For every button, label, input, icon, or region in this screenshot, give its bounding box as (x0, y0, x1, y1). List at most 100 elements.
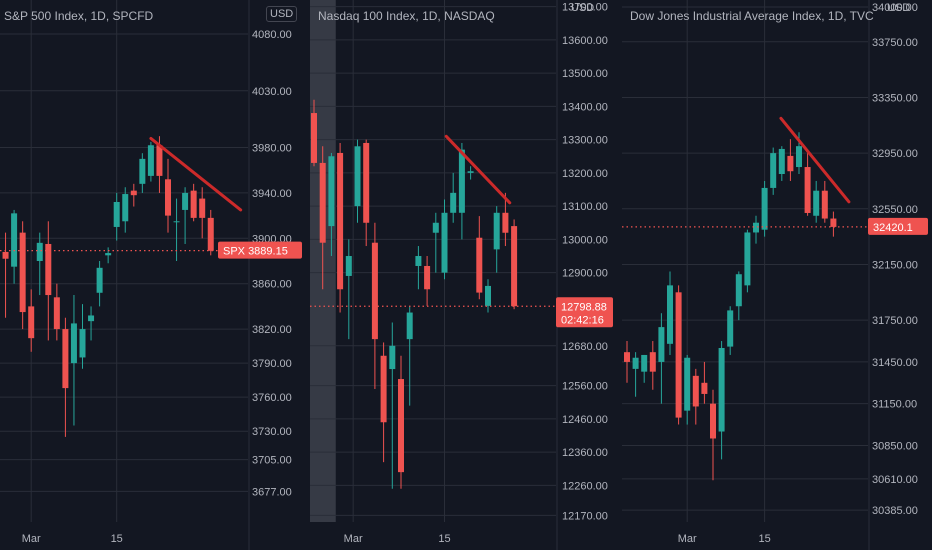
dji-chart-svg[interactable]: 30385.00 30610.00 30850.00 31150.00 31450.00… (622, 0, 932, 550)
dji-candle-body (787, 155, 794, 172)
dji-candle-body (675, 292, 682, 418)
dji-candle-body (718, 348, 725, 432)
ndx-candle-body (485, 285, 491, 306)
ndx-ytick-label: 12560.00 (562, 381, 608, 393)
dji-ytick-label: 30610.00 (872, 474, 918, 486)
ndx-candle-body (380, 355, 387, 423)
spx-candle-body (165, 179, 171, 216)
dji-candle-body (649, 352, 656, 372)
dji-candle-body (830, 218, 837, 227)
ndx-ytick-label: 12360.00 (562, 447, 608, 459)
dji-candle-body (684, 357, 691, 411)
spx-candle-body (28, 306, 35, 339)
dji-candle-body (753, 222, 759, 233)
ndx-candle-body (502, 212, 509, 233)
ndx-ytick-label: 13100.00 (562, 201, 608, 213)
spx-candle-body (62, 329, 69, 389)
ndx-ytick-label: 12460.00 (562, 414, 608, 426)
ndx-candle-body (337, 152, 344, 290)
spx-candle-body (130, 190, 137, 196)
ndx-candle-body (328, 156, 335, 227)
ndx-candle-body (441, 212, 448, 273)
dji-candle-body (796, 146, 802, 168)
spx-candle-body (70, 323, 77, 364)
ndx-ytick-label: 13700.00 (562, 2, 608, 14)
spx-ytick-label: 3860.00 (252, 279, 292, 291)
dji-xtick-label: 15 (758, 533, 770, 545)
dji-candle-body (701, 382, 708, 394)
ndx-countdown-label: 02:42:16 (561, 314, 604, 326)
spx-chart-svg[interactable]: 3677.00 3705.00 3730.00 3760.00 3790.00 3820.… (0, 0, 306, 550)
dji-candle-body (770, 153, 777, 188)
spx-ytick-label: 3940.00 (252, 188, 292, 200)
spx-ytick-label: 3980.00 (252, 143, 292, 155)
dji-candle-body (813, 190, 820, 216)
dji-ytick-label: 30385.00 (872, 505, 918, 517)
spx-price-tag-label: SPX 3889.15 (223, 246, 288, 258)
spx-ytick-label: 3760.00 (252, 392, 292, 404)
dji-ytick-label: 32550.00 (872, 204, 918, 216)
chart-panel-dji: 30385.00 30610.00 30850.00 31150.00 31450.00… (622, 0, 932, 550)
dji-trendline (779, 116, 851, 204)
ndx-ytick-label: 13000.00 (562, 234, 608, 246)
dji-ytick-label: 31450.00 (872, 357, 918, 369)
dji-ytick-label: 32950.00 (872, 148, 918, 160)
dji-currency-badge[interactable]: USD (887, 2, 911, 14)
dji-candle-body (727, 310, 734, 347)
spx-candle-body (88, 315, 95, 322)
spx-ytick-label: 4030.00 (252, 86, 292, 98)
spx-candle-body (19, 232, 26, 313)
spx-candle-body (139, 158, 146, 184)
ndx-candle-body (406, 312, 413, 340)
ndx-candle-body (319, 162, 326, 243)
dji-candle-body (692, 375, 699, 407)
spx-candle-body (122, 194, 129, 222)
ndx-ytick-label: 13500.00 (562, 68, 608, 80)
ndx-ytick-label: 13400.00 (562, 101, 608, 113)
spx-ytick-label: 4080.00 (252, 29, 292, 41)
spx-candle-body (182, 192, 189, 210)
ndx-candle-body (511, 226, 518, 307)
ndx-xtick-label: 15 (438, 533, 450, 545)
chart-panel-spx: 3677.00 3705.00 3730.00 3760.00 3790.00 3820.… (0, 0, 306, 550)
ndx-chart-svg[interactable]: 12170.00 12260.00 12360.00 12460.00 12560.00… (310, 0, 619, 550)
ndx-price-tag-label: 12798.88 (561, 301, 607, 313)
ndx-ytick-label: 12170.00 (562, 510, 608, 522)
spx-currency-badge[interactable]: USD (266, 6, 298, 22)
ndx-trendline (444, 134, 512, 205)
spx-candle-body (190, 190, 197, 218)
ndx-ytick-label: 13200.00 (562, 168, 608, 180)
ndx-chart-title: Nasdaq 100 Index, 1D, NASDAQ (318, 9, 495, 23)
dji-price-tag-label: 32420.1 (873, 222, 913, 234)
dji-ytick-label: 33750.00 (872, 37, 918, 49)
dji-candle-body (735, 274, 742, 307)
ndx-candle-body (415, 256, 422, 266)
ndx-candle-body (432, 222, 439, 233)
spx-candle-body (45, 243, 52, 296)
dji-candle-body (710, 403, 716, 439)
dji-candle-body (667, 285, 673, 344)
ndx-currency-badge[interactable]: USD (571, 2, 595, 14)
spx-trendline (149, 136, 243, 212)
spx-candle-body (199, 198, 206, 218)
dji-ytick-label: 31750.00 (872, 315, 918, 327)
ndx-candle-body (476, 237, 483, 293)
dji-candle-body (658, 327, 665, 362)
spx-ytick-label: 3677.00 (252, 486, 292, 498)
ndx-candle-body (354, 146, 361, 207)
spx-xtick-label: 15 (111, 533, 123, 545)
dji-candle-body (632, 357, 639, 369)
spx-xtick-label: Mar (22, 533, 41, 545)
spx-candle-body (147, 145, 154, 176)
dji-candle-body (641, 354, 648, 372)
spx-candle-body (2, 251, 9, 259)
spx-candle-body (173, 221, 180, 223)
dji-candle-body (821, 190, 828, 219)
spx-candle-body (207, 217, 214, 251)
spx-price-tag (218, 241, 302, 259)
ndx-ytick-label: 13600.00 (562, 35, 608, 47)
spx-candle-body (53, 297, 60, 330)
spx-chart-title: S&P 500 Index, 1D, SPCFD (4, 9, 154, 23)
dji-candle-body (778, 148, 785, 174)
ndx-candle-body (467, 171, 474, 173)
